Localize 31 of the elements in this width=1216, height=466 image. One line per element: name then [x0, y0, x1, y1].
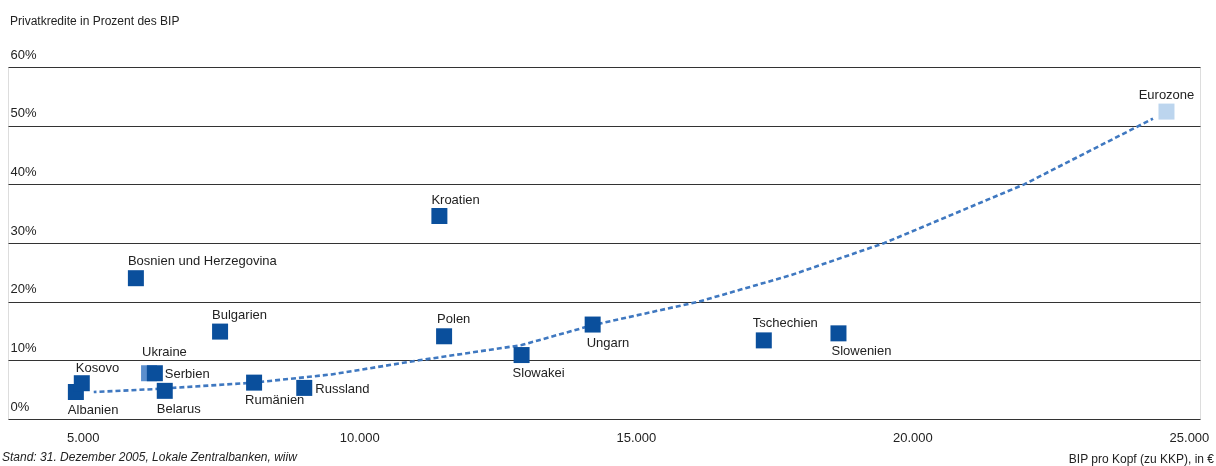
y-tick-label: 50%: [10, 105, 37, 121]
series-label: Slowakei: [512, 365, 565, 381]
text: Stand: 31. Dezember 2005, Lokale Zentralbanken, wiiw: [2, 450, 299, 464]
series-label: Eurozone: [1138, 86, 1195, 102]
series-label: Kroatien: [431, 192, 480, 208]
x-tick-label: 25.000: [1169, 429, 1210, 445]
x-axis-title: BIP pro Kopf (zu KKP), in €: [1068, 452, 1215, 466]
y-tick-label: 30%: [10, 222, 37, 238]
series-label: Bulgarien: [212, 306, 268, 322]
y-tick-label: 20%: [10, 281, 37, 297]
y-tick-label: 60%: [10, 46, 37, 62]
series-label: Kosovo: [75, 360, 120, 376]
series-label: Ukraine: [142, 344, 187, 360]
series-label: Russland: [315, 380, 370, 396]
series-label: Albanien: [67, 402, 119, 418]
series-label: Polen: [437, 311, 471, 327]
series-label: Rumänien: [245, 391, 305, 407]
series-label: Bosnien und Herzegovina: [127, 253, 278, 269]
series-label: Belarus: [156, 400, 202, 416]
x-tick-label: 20.000: [892, 429, 933, 445]
y-tick-label: 0%: [10, 398, 30, 414]
x-tick-label: 10.000: [339, 429, 380, 445]
series-label: Slowenien: [831, 343, 892, 359]
x-tick-label: 15.000: [616, 429, 657, 445]
series-label: Tschechien: [752, 315, 818, 331]
y-tick-label: 10%: [10, 339, 37, 355]
series-label: Serbien: [164, 366, 210, 382]
y-axis-title: Privatkredite in Prozent des BIP: [10, 14, 180, 28]
x-tick-label: 5.000: [66, 429, 100, 445]
y-tick-label: 40%: [10, 163, 37, 179]
series-label: Ungarn: [586, 334, 630, 350]
